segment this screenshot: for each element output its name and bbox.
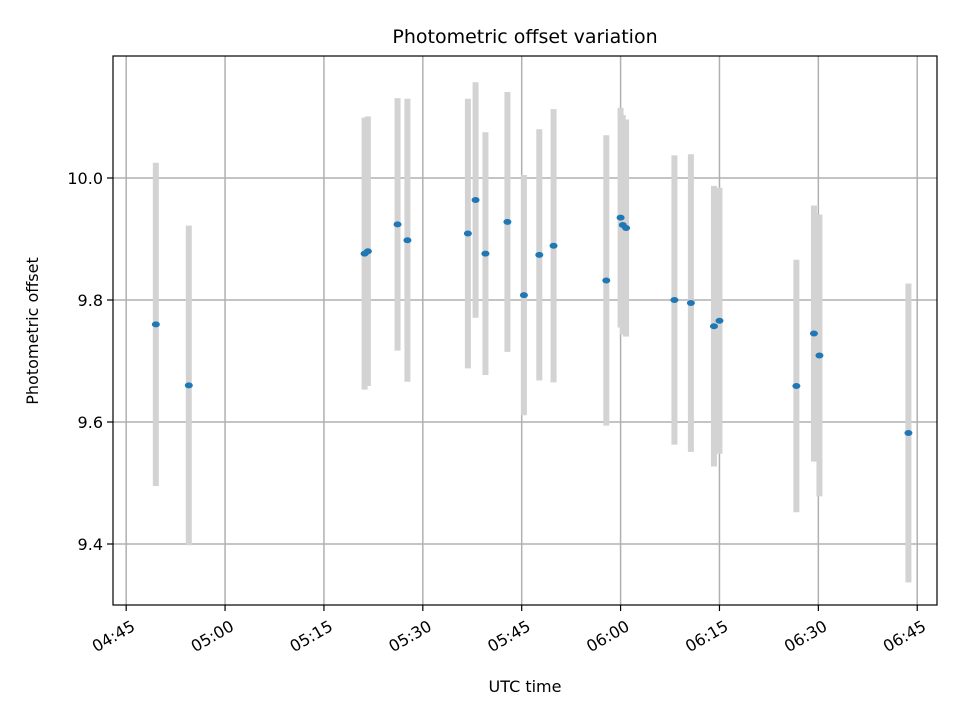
data-point: [519, 292, 528, 299]
x-tick-label: 06:15: [682, 616, 731, 656]
x-tick-label: 06:30: [781, 616, 830, 656]
data-point: [686, 300, 695, 307]
data-point: [549, 242, 558, 249]
point-layer: [151, 196, 913, 436]
data-point: [622, 225, 631, 232]
data-point: [363, 248, 372, 255]
x-tick-label: 04:45: [89, 616, 138, 656]
chart-title: Photometric offset variation: [392, 26, 657, 48]
data-point: [602, 277, 611, 284]
x-tick-label: 06:00: [583, 616, 632, 656]
y-tick-label: 10.0: [67, 169, 103, 188]
data-point: [535, 251, 544, 258]
data-point: [670, 297, 679, 303]
data-point: [709, 323, 718, 330]
data-point: [481, 250, 490, 257]
data-point: [715, 317, 724, 324]
data-point: [792, 383, 801, 390]
y-tick-label: 9.4: [78, 535, 103, 554]
data-point: [809, 330, 818, 337]
data-point: [393, 221, 402, 228]
x-tick-label: 05:45: [484, 616, 533, 656]
data-point: [463, 230, 472, 237]
data-point: [616, 214, 625, 221]
y-axis-label: Photometric offset: [23, 257, 42, 405]
data-point: [503, 218, 512, 225]
x-tick-label: 05:15: [287, 616, 336, 656]
tick-layer: 04:45 05:00 05:15 05:30 05:45 06:00 06:15 06:30…: [67, 169, 929, 656]
x-tick-label: 06:45: [880, 616, 929, 656]
data-point: [815, 352, 824, 359]
errorbar-layer: [152, 82, 912, 583]
x-tick-label: 05:30: [385, 616, 434, 656]
data-point: [904, 429, 913, 436]
y-tick-label: 9.6: [78, 413, 103, 432]
y-tick-label: 9.8: [78, 291, 103, 310]
data-point: [151, 321, 160, 328]
x-tick-label: 05:00: [188, 616, 237, 656]
data-point: [403, 237, 412, 244]
data-point: [184, 382, 193, 389]
data-point: [471, 196, 480, 203]
plot-frame: [112, 55, 938, 606]
x-axis-label: UTC time: [489, 677, 562, 696]
